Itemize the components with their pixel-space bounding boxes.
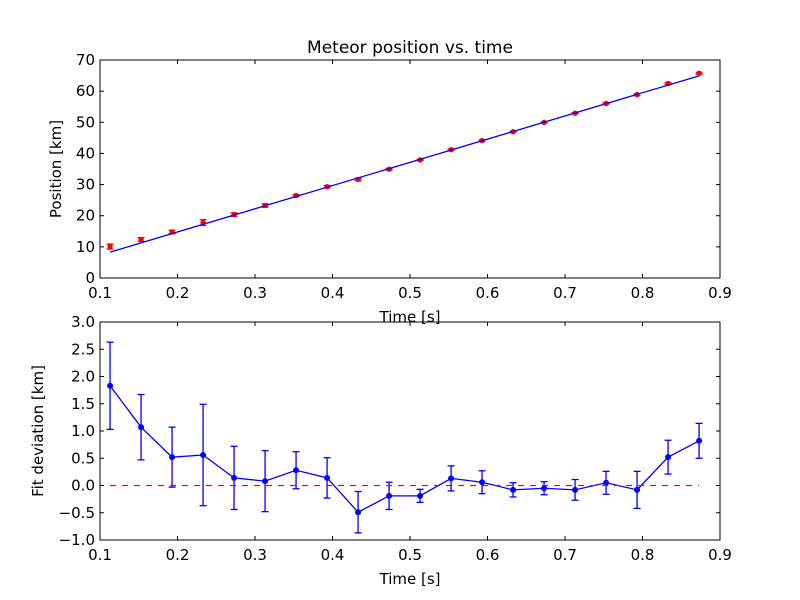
data-marker — [510, 486, 517, 493]
data-marker — [417, 492, 424, 499]
position-xtick-label: 0.2 — [166, 284, 190, 302]
deviation-xtick-label: 0.8 — [631, 546, 655, 564]
position-ytick-label: 30 — [76, 176, 95, 194]
deviation-data-point — [416, 488, 424, 504]
deviation-data-point — [695, 422, 703, 459]
deviation-plot: 0.1 0.2 0.3 0.4 0.5 0.6 0.7 0.8 0.9 −1.0 −0.5 0.0 0.… — [29, 313, 732, 588]
data-marker — [355, 509, 362, 516]
deviation-ytick-label: 0.5 — [71, 449, 95, 467]
deviation-data-point — [292, 451, 300, 490]
deviation-data-point — [261, 449, 269, 513]
position-ytick-label: 50 — [76, 113, 95, 131]
position-xtick-label: 0.9 — [708, 284, 732, 302]
data-marker — [696, 437, 703, 444]
deviation-data-point — [106, 341, 114, 431]
position-ytick-label: 40 — [76, 144, 95, 162]
position-xtick-label: 0.5 — [398, 284, 422, 302]
position-ytick-label: 20 — [76, 207, 95, 225]
deviation-data-point — [509, 482, 517, 498]
data-marker — [200, 451, 207, 458]
deviation-data-point — [230, 445, 238, 511]
position-plot-marks — [106, 70, 703, 253]
position-data-point — [106, 243, 114, 250]
deviation-xtick-label: 0.5 — [398, 546, 422, 564]
position-xtick-label: 0.1 — [88, 284, 112, 302]
data-marker — [448, 475, 455, 482]
deviation-plot-marks — [106, 341, 703, 534]
fit-line — [109, 75, 700, 253]
data-marker — [665, 454, 672, 461]
position-xtick-label: 0.7 — [553, 284, 577, 302]
data-marker — [386, 492, 393, 499]
deviation-data-point — [447, 465, 455, 492]
deviation-data-point — [354, 490, 362, 534]
deviation-xtick-label: 0.2 — [166, 546, 190, 564]
data-marker — [541, 485, 548, 492]
deviation-data-point — [571, 478, 579, 501]
deviation-xtick-label: 0.3 — [243, 546, 267, 564]
deviation-data-point — [602, 470, 610, 495]
deviation-data-point — [323, 457, 331, 499]
position-xtick-label: 0.8 — [631, 284, 655, 302]
deviation-xtick-label: 0.6 — [476, 546, 500, 564]
position-data-point — [695, 70, 703, 76]
deviation-plot-ylabel: Fit deviation [km] — [29, 365, 47, 497]
position-plot-ticks: 0.1 0.2 0.3 0.4 0.5 0.6 0.7 0.8 0.9 0 10 20 30 40 50 60… — [76, 51, 732, 302]
deviation-ytick-label: −0.5 — [59, 504, 95, 522]
data-marker — [138, 236, 144, 243]
data-marker — [169, 454, 176, 461]
deviation-line — [109, 385, 700, 514]
deviation-xtick-label: 0.1 — [88, 546, 112, 564]
position-data-point — [137, 236, 145, 243]
data-marker — [324, 474, 331, 481]
deviation-ytick-label: 2.0 — [71, 368, 95, 386]
deviation-ytick-label: 2.5 — [71, 340, 95, 358]
position-xtick-label: 0.3 — [243, 284, 267, 302]
data-marker — [262, 478, 269, 485]
position-ytick-label: 0 — [85, 269, 95, 287]
deviation-xtick-label: 0.9 — [708, 546, 732, 564]
deviation-data-point — [137, 393, 145, 461]
data-marker — [572, 486, 579, 493]
deviation-data-point — [199, 403, 207, 507]
chart-title: Meteor position vs. time — [307, 38, 513, 58]
deviation-ytick-label: −1.0 — [59, 531, 95, 549]
deviation-xtick-label: 0.7 — [553, 546, 577, 564]
data-marker — [696, 70, 702, 76]
deviation-ytick-label: 1.0 — [71, 422, 95, 440]
data-marker — [479, 479, 486, 486]
deviation-data-point — [385, 481, 393, 511]
deviation-ytick-label: 3.0 — [71, 313, 95, 331]
position-xtick-label: 0.4 — [321, 284, 345, 302]
position-plot: Meteor position vs. time 0.1 0.2 0.3 0.4 0.5… — [47, 38, 732, 326]
data-marker — [231, 474, 238, 481]
data-marker — [138, 424, 145, 431]
data-marker — [634, 486, 641, 493]
deviation-ytick-label: 1.5 — [71, 395, 95, 413]
deviation-data-point — [633, 470, 641, 510]
deviation-data-point — [540, 481, 548, 496]
data-marker — [107, 243, 113, 250]
deviation-data-point — [168, 426, 176, 488]
deviation-plot-ticks: 0.1 0.2 0.3 0.4 0.5 0.6 0.7 0.8 0.9 −1.0 −0.5 0.0 0.… — [59, 313, 732, 564]
data-marker — [107, 382, 114, 389]
position-ytick-label: 70 — [76, 51, 95, 69]
position-xtick-label: 0.6 — [476, 284, 500, 302]
position-plot-ylabel: Position [km] — [47, 120, 65, 218]
deviation-data-point — [664, 439, 672, 475]
deviation-data-point — [478, 470, 486, 495]
data-marker — [603, 479, 610, 486]
deviation-xtick-label: 0.4 — [321, 546, 345, 564]
deviation-ytick-label: 0.0 — [71, 477, 95, 495]
deviation-plot-xlabel: Time [s] — [379, 570, 441, 588]
position-ytick-label: 60 — [76, 82, 95, 100]
position-ytick-label: 10 — [76, 238, 95, 256]
data-marker — [293, 467, 300, 474]
